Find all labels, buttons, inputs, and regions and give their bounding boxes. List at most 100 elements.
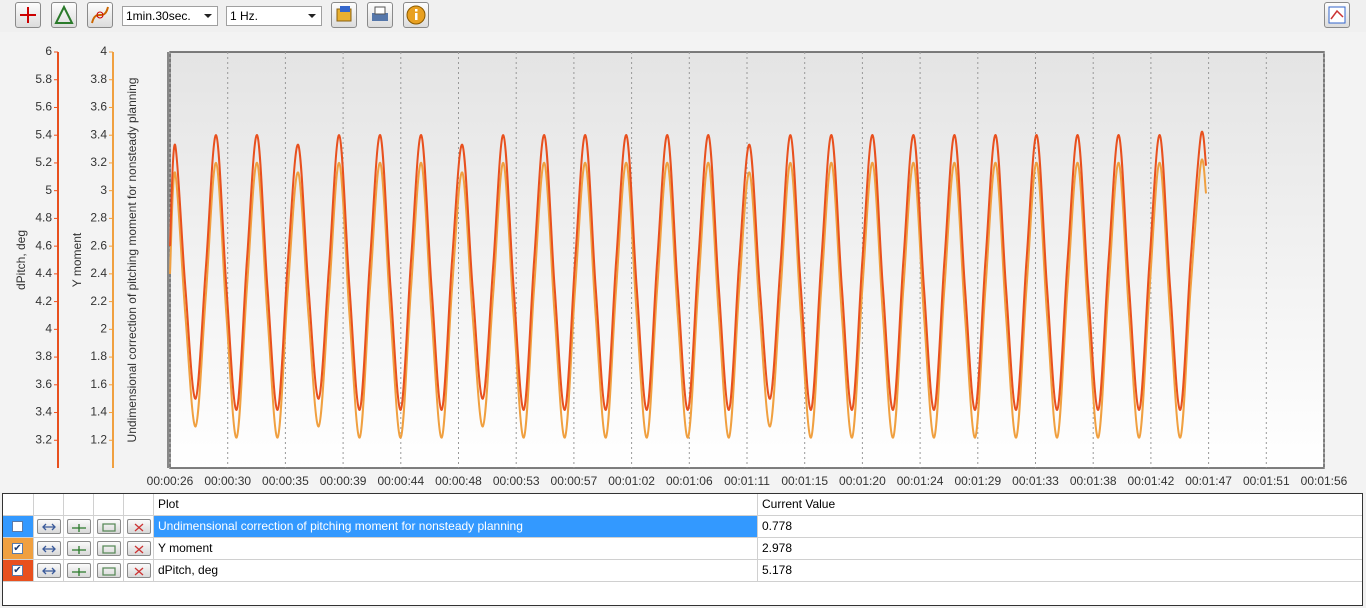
y-tick-label: 3.4 bbox=[35, 405, 52, 419]
toolbar: 1min.30sec. 1 Hz. bbox=[0, 0, 1366, 32]
link-button[interactable] bbox=[37, 519, 61, 534]
x-tick-label: 00:01:29 bbox=[954, 474, 1001, 488]
plot-name: Y moment bbox=[154, 538, 758, 559]
table-row[interactable]: Undimensional correction of pitching mom… bbox=[3, 516, 1362, 538]
y-tick-label: 3.6 bbox=[35, 377, 52, 391]
y-axis-title: Undimensional correction of pitching mom… bbox=[125, 78, 139, 443]
x-tick-label: 00:01:51 bbox=[1243, 474, 1290, 488]
y-tick-label: 2 bbox=[100, 322, 107, 336]
action-cell bbox=[94, 560, 124, 581]
action-cell bbox=[124, 516, 154, 537]
y-axis-title: Y moment bbox=[70, 232, 84, 287]
y-tick-label: 2.6 bbox=[90, 238, 107, 252]
layout-button[interactable] bbox=[1324, 2, 1350, 28]
x-tick-label: 00:01:56 bbox=[1301, 474, 1348, 488]
remove-button[interactable] bbox=[127, 541, 151, 556]
x-tick-label: 00:00:26 bbox=[147, 474, 194, 488]
y-tick-label: 3.6 bbox=[90, 100, 107, 114]
x-tick-label: 00:00:48 bbox=[435, 474, 482, 488]
current-value: 0.778 bbox=[758, 516, 1362, 537]
scale-button[interactable] bbox=[67, 563, 91, 578]
y-tick-label: 5.4 bbox=[35, 127, 52, 141]
x-tick-label: 00:00:39 bbox=[320, 474, 367, 488]
y-tick-label: 2.2 bbox=[90, 294, 107, 308]
x-tick-label: 00:00:30 bbox=[204, 474, 251, 488]
x-tick-label: 00:00:53 bbox=[493, 474, 540, 488]
interval-select[interactable]: 1min.30sec. bbox=[122, 6, 218, 26]
plot-name: Undimensional correction of pitching mom… bbox=[154, 516, 758, 537]
color-cell: ✔ bbox=[3, 560, 34, 581]
y-tick-label: 4 bbox=[100, 44, 107, 58]
y-tick-label: 4.8 bbox=[35, 211, 52, 225]
action-cell bbox=[34, 538, 64, 559]
x-tick-label: 00:01:42 bbox=[1128, 474, 1175, 488]
column-header: Plot bbox=[154, 494, 758, 515]
action-cell bbox=[64, 516, 94, 537]
series-line bbox=[169, 158, 1208, 439]
y-tick-label: 3.4 bbox=[90, 127, 107, 141]
series-line bbox=[169, 130, 1208, 411]
y-axis-title: dPitch, deg bbox=[14, 230, 28, 290]
y-tick-label: 4.2 bbox=[35, 294, 52, 308]
x-tick-label: 00:00:57 bbox=[551, 474, 598, 488]
x-tick-label: 00:01:02 bbox=[608, 474, 655, 488]
visibility-checkbox[interactable] bbox=[12, 521, 23, 532]
action-cell bbox=[94, 538, 124, 559]
x-tick-label: 00:01:15 bbox=[781, 474, 828, 488]
y-tick-label: 1.4 bbox=[90, 405, 107, 419]
x-tick-label: 00:01:20 bbox=[839, 474, 886, 488]
scale-button[interactable] bbox=[67, 519, 91, 534]
x-tick-label: 00:00:44 bbox=[377, 474, 424, 488]
link-button[interactable] bbox=[37, 541, 61, 556]
y-tick-label: 1.6 bbox=[90, 377, 107, 391]
x-tick-label: 00:00:35 bbox=[262, 474, 309, 488]
visibility-checkbox[interactable]: ✔ bbox=[12, 565, 23, 576]
link-button[interactable] bbox=[37, 563, 61, 578]
scale-button[interactable] bbox=[51, 2, 77, 28]
chart: 00:00:26 00:00:30 00:00:35 00:00:39 00:00:44… bbox=[14, 44, 1348, 489]
add-cursor-button[interactable] bbox=[15, 2, 41, 28]
y-tick-label: 5.2 bbox=[35, 155, 52, 169]
image-button[interactable] bbox=[97, 563, 121, 578]
rate-select[interactable]: 1 Hz. bbox=[226, 6, 322, 26]
table-row[interactable]: ✔ Y moment 2.978 bbox=[3, 538, 1362, 560]
x-tick-label: 00:01:47 bbox=[1185, 474, 1232, 488]
table-row[interactable]: ✔ dPitch, deg 5.178 bbox=[3, 560, 1362, 582]
marker-button[interactable] bbox=[87, 2, 113, 28]
x-tick-label: 00:01:11 bbox=[724, 474, 770, 488]
remove-button[interactable] bbox=[127, 519, 151, 534]
action-cell bbox=[64, 560, 94, 581]
visibility-checkbox[interactable]: ✔ bbox=[12, 543, 23, 554]
y-tick-label: 2.4 bbox=[90, 266, 107, 280]
save-button[interactable] bbox=[331, 2, 357, 28]
y-tick-label: 3.2 bbox=[35, 432, 52, 446]
table-header: Plot Current Value bbox=[3, 494, 1362, 516]
print-button[interactable] bbox=[367, 2, 393, 28]
y-tick-label: 6 bbox=[45, 44, 52, 58]
image-button[interactable] bbox=[97, 519, 121, 534]
action-cell bbox=[64, 538, 94, 559]
y-tick-label: 1.2 bbox=[90, 432, 107, 446]
x-tick-label: 00:01:06 bbox=[666, 474, 713, 488]
image-button[interactable] bbox=[97, 541, 121, 556]
y-tick-label: 3.2 bbox=[90, 155, 107, 169]
remove-button[interactable] bbox=[127, 563, 151, 578]
info-button[interactable] bbox=[403, 2, 429, 28]
y-tick-label: 3.8 bbox=[35, 349, 52, 363]
y-tick-label: 2.8 bbox=[90, 211, 107, 225]
x-tick-label: 00:01:24 bbox=[897, 474, 944, 488]
action-cell bbox=[124, 560, 154, 581]
plot-table: Plot Current Value Undimensional correct… bbox=[2, 493, 1363, 606]
scale-button[interactable] bbox=[67, 541, 91, 556]
plot-name: dPitch, deg bbox=[154, 560, 758, 581]
y-tick-label: 3 bbox=[100, 183, 107, 197]
y-tick-label: 5.8 bbox=[35, 72, 52, 86]
color-cell bbox=[3, 516, 34, 537]
action-cell bbox=[34, 516, 64, 537]
y-tick-label: 4.4 bbox=[35, 266, 52, 280]
current-value: 5.178 bbox=[762, 563, 793, 577]
y-tick-label: 1.8 bbox=[90, 349, 107, 363]
action-cell bbox=[124, 538, 154, 559]
y-tick-label: 3.8 bbox=[90, 72, 107, 86]
